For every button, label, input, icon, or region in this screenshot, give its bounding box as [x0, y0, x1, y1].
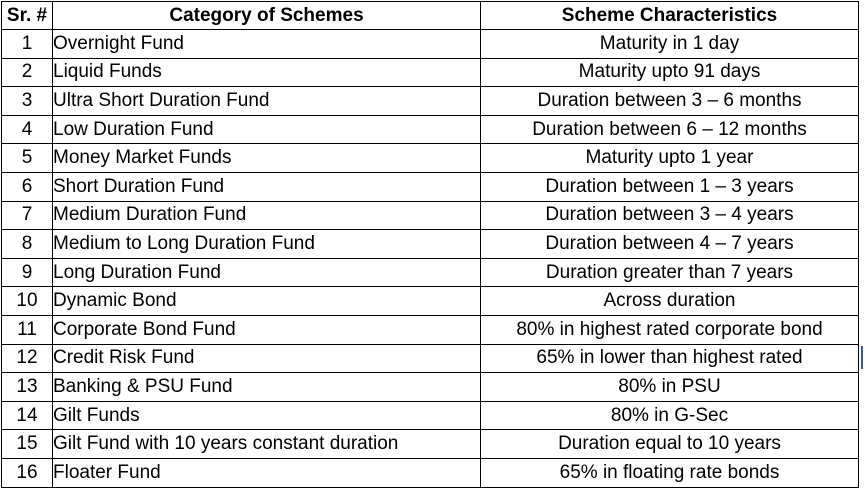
cell-sr: 12	[1, 343, 53, 374]
table-row: 8 Medium to Long Duration Fund Duration be…	[1, 229, 859, 259]
header-sr: Sr. #	[1, 1, 53, 30]
cell-category: Medium Duration Fund	[52, 200, 481, 231]
cell-characteristics: Duration between 6 – 12 months	[480, 114, 859, 145]
cell-category: Ultra Short Duration Fund	[52, 86, 481, 116]
cell-category: Low Duration Fund	[52, 114, 481, 145]
table-row: 14 Gilt Funds 80% in G-Sec	[1, 400, 859, 431]
table-row: 4 Low Duration Fund Duration between 6 – 1…	[1, 114, 859, 145]
cell-characteristics: Duration equal to 10 years	[480, 429, 859, 459]
cell-sr: 13	[1, 372, 53, 402]
table-body: 1 Overnight Fund Maturity in 1 day 2 Liquid …	[1, 29, 859, 488]
selection-edge-marker	[861, 346, 863, 369]
cell-characteristics: 65% in lower than highest rated	[480, 343, 859, 374]
cell-category: Corporate Bond Fund	[52, 314, 481, 345]
table-row: 3 Ultra Short Duration Fund Duration betwe…	[1, 86, 859, 116]
cell-sr: 6	[1, 171, 53, 202]
cell-category: Floater Fund	[52, 457, 481, 488]
cell-sr: 16	[1, 457, 53, 488]
cell-category: Money Market Funds	[52, 143, 481, 173]
table-row: 11 Corporate Bond Fund 80% in highest rate…	[1, 314, 859, 345]
cell-sr: 8	[1, 229, 53, 259]
cell-category: Long Duration Fund	[52, 257, 481, 288]
table-row: 16 Floater Fund 65% in floating rate bonds	[1, 457, 859, 488]
cell-category: Credit Risk Fund	[52, 343, 481, 374]
cell-sr: 14	[1, 400, 53, 431]
table-header: Sr. # Category of Schemes Scheme Charact…	[1, 1, 859, 30]
header-row: Sr. # Category of Schemes Scheme Charact…	[1, 1, 859, 30]
cell-sr: 5	[1, 143, 53, 173]
cell-characteristics: Duration between 3 – 6 months	[480, 86, 859, 116]
table-row: 15 Gilt Fund with 10 years constant durat…	[1, 429, 859, 459]
cell-sr: 7	[1, 200, 53, 231]
schemes-table: Sr. # Category of Schemes Scheme Charact…	[1, 1, 859, 488]
cell-sr: 9	[1, 257, 53, 288]
table-row: 6 Short Duration Fund Duration between 1 –…	[1, 171, 859, 202]
cell-characteristics: Duration between 4 – 7 years	[480, 229, 859, 259]
table-row: 5 Money Market Funds Maturity upto 1 year	[1, 143, 859, 173]
cell-characteristics: 80% in G-Sec	[480, 400, 859, 431]
cell-characteristics: 80% in highest rated corporate bond	[480, 314, 859, 345]
cell-characteristics: 80% in PSU	[480, 372, 859, 402]
table-row: 2 Liquid Funds Maturity upto 91 days	[1, 57, 859, 88]
header-category: Category of Schemes	[52, 1, 481, 30]
cell-sr: 3	[1, 86, 53, 116]
cell-sr: 10	[1, 286, 53, 316]
cell-category: Liquid Funds	[52, 57, 481, 88]
cell-category: Overnight Fund	[52, 29, 481, 59]
table-row: 9 Long Duration Fund Duration greater than…	[1, 257, 859, 288]
cell-category: Banking & PSU Fund	[52, 372, 481, 402]
header-characteristics: Scheme Characteristics	[480, 1, 859, 30]
cell-sr: 11	[1, 314, 53, 345]
table-row: 12 Credit Risk Fund 65% in lower than high…	[1, 343, 859, 374]
cell-category: Gilt Funds	[52, 400, 481, 431]
table-row: 1 Overnight Fund Maturity in 1 day	[1, 29, 859, 59]
cell-sr: 2	[1, 57, 53, 88]
cell-category: Medium to Long Duration Fund	[52, 229, 481, 259]
table-row: 10 Dynamic Bond Across duration	[1, 286, 859, 316]
cell-category: Short Duration Fund	[52, 171, 481, 202]
cell-characteristics: 65% in floating rate bonds	[480, 457, 859, 488]
cell-sr: 4	[1, 114, 53, 145]
cell-characteristics: Duration greater than 7 years	[480, 257, 859, 288]
cell-characteristics: Duration between 1 – 3 years	[480, 171, 859, 202]
cell-characteristics: Across duration	[480, 286, 859, 316]
cell-characteristics: Maturity upto 91 days	[480, 57, 859, 88]
cell-characteristics: Maturity in 1 day	[480, 29, 859, 59]
cell-sr: 15	[1, 429, 53, 459]
cell-sr: 1	[1, 29, 53, 59]
cell-category: Dynamic Bond	[52, 286, 481, 316]
table-row: 7 Medium Duration Fund Duration between 3 …	[1, 200, 859, 231]
cell-characteristics: Duration between 3 – 4 years	[480, 200, 859, 231]
cell-category: Gilt Fund with 10 years constant duratio…	[52, 429, 481, 459]
cell-characteristics: Maturity upto 1 year	[480, 143, 859, 173]
table-row: 13 Banking & PSU Fund 80% in PSU	[1, 372, 859, 402]
